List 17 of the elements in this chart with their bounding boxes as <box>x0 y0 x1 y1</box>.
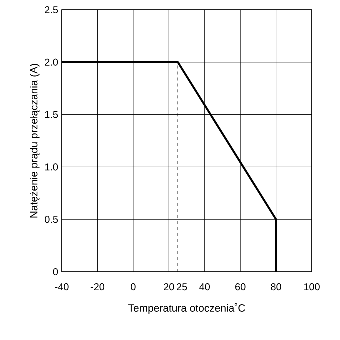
x-tick-label: 20 <box>164 284 174 291</box>
x-axis-title: Temperatura otoczenia˚C <box>128 303 246 314</box>
x-tick-label: 100 <box>304 284 320 291</box>
x-tick-label: 0 <box>131 284 136 291</box>
x-tick-label: 25 <box>177 284 188 291</box>
y-tick-label: 0 <box>53 268 58 276</box>
x-tick-label: 40 <box>200 284 210 291</box>
y-tick-label: 2.0 <box>45 58 58 66</box>
y-tick-label: 1.5 <box>45 111 58 118</box>
y-tick-label: 0.5 <box>45 216 58 224</box>
y-tick-label: 2.5 <box>45 6 58 14</box>
y-axis-title: Natężenie prądu przełączania (A) <box>30 64 40 218</box>
x-tick-label: -20 <box>90 284 105 291</box>
x-tick-label: 80 <box>271 284 282 291</box>
x-tick-label: -40 <box>55 284 69 291</box>
y-tick-label: 1.0 <box>45 164 58 171</box>
x-tick-label: 60 <box>236 284 246 291</box>
